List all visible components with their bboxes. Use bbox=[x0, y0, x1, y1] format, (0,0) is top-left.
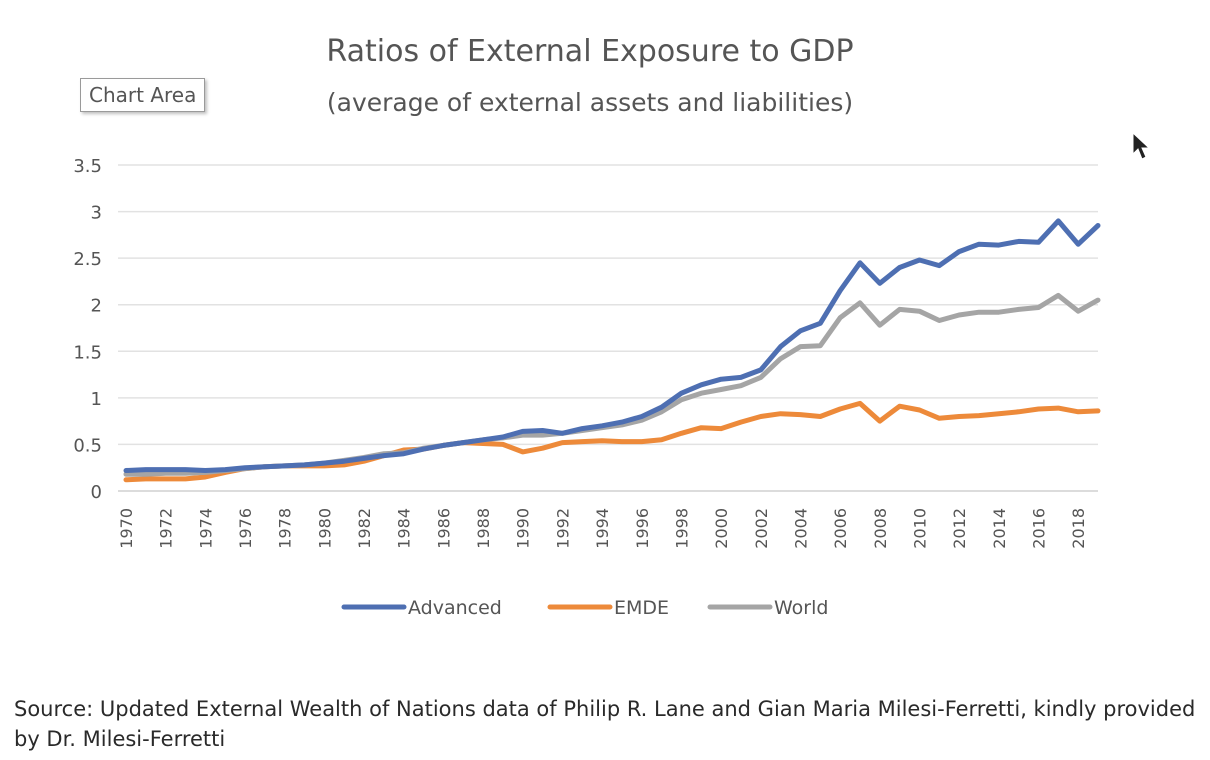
x-tick-label: 1974 bbox=[196, 508, 215, 549]
x-tick-label: 2018 bbox=[1069, 508, 1088, 549]
x-tick-label: 1984 bbox=[395, 508, 414, 549]
chart-subtitle: (average of external assets and liabilit… bbox=[326, 88, 854, 117]
source-note: Source: Updated External Wealth of Natio… bbox=[14, 697, 1196, 751]
series-line-world bbox=[123, 292, 1101, 477]
x-tick-label: 1994 bbox=[593, 508, 612, 549]
series-line-advanced bbox=[123, 218, 1101, 473]
y-tick-label: 3.5 bbox=[73, 156, 102, 177]
x-tick-label: 1980 bbox=[315, 508, 334, 549]
x-tick-label: 2006 bbox=[831, 508, 850, 549]
legend-label-world: World bbox=[774, 597, 828, 619]
x-axis-ticks: 1970 1972 1974 1976 1978 1980 1982 1984 1986 1988… bbox=[117, 508, 1088, 549]
x-tick-label: 1970 bbox=[117, 508, 136, 549]
legend-label-emde: EMDE bbox=[614, 597, 669, 619]
y-tick-label: 1 bbox=[91, 389, 102, 410]
x-tick-label: 1990 bbox=[514, 508, 533, 549]
y-tick-label: 3 bbox=[91, 203, 102, 224]
x-tick-label: 1978 bbox=[276, 508, 295, 549]
y-tick-label: 0.5 bbox=[73, 435, 102, 456]
y-tick-label: 2 bbox=[91, 296, 102, 317]
x-tick-label: 1972 bbox=[157, 508, 176, 549]
x-tick-label: 1982 bbox=[355, 508, 374, 549]
x-tick-label: 2014 bbox=[990, 508, 1009, 549]
gridlines bbox=[118, 164, 1098, 492]
x-tick-label: 2012 bbox=[950, 508, 969, 549]
x-tick-label: 1986 bbox=[434, 508, 453, 549]
chart-area-tooltip: Chart Area bbox=[80, 78, 206, 112]
y-axis-ticks: 0 0.5 1 1.5 2 2.5 3 3.5 bbox=[73, 156, 102, 503]
x-tick-label: 2010 bbox=[910, 508, 929, 549]
chart-title: Ratios of External Exposure to GDP bbox=[326, 34, 854, 69]
x-tick-label: 1998 bbox=[672, 508, 691, 549]
line-chart[interactable]: 0 0.5 1 1.5 2 2.5 3 3.5 1970 1972 1974 1976 1978 198… bbox=[0, 0, 1210, 680]
legend-label-advanced: Advanced bbox=[408, 597, 502, 619]
legend: Advanced EMDE World bbox=[341, 597, 828, 619]
x-tick-label: 1996 bbox=[633, 508, 652, 549]
x-tick-label: 2004 bbox=[791, 508, 810, 549]
y-tick-label: 2.5 bbox=[73, 249, 102, 270]
y-tick-label: 0 bbox=[91, 482, 102, 503]
x-tick-label: 2016 bbox=[1029, 508, 1048, 549]
x-tick-label: 1992 bbox=[553, 508, 572, 549]
x-tick-label: 1988 bbox=[474, 508, 493, 549]
mouse-pointer-icon bbox=[1132, 132, 1151, 160]
x-tick-label: 2008 bbox=[871, 508, 890, 549]
x-tick-label: 2002 bbox=[752, 508, 771, 549]
x-tick-label: 1976 bbox=[236, 508, 255, 549]
y-tick-label: 1.5 bbox=[73, 342, 102, 363]
series-lines bbox=[123, 218, 1101, 483]
x-tick-label: 2000 bbox=[712, 508, 731, 549]
